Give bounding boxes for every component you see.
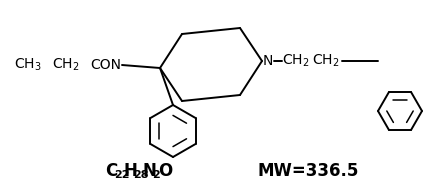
- Text: C: C: [105, 162, 117, 180]
- Text: CH$_3$: CH$_3$: [14, 57, 42, 73]
- Text: CH$_2$: CH$_2$: [52, 57, 79, 73]
- Text: 28: 28: [133, 170, 148, 180]
- Text: 22: 22: [114, 170, 129, 180]
- Text: O: O: [158, 162, 172, 180]
- Text: CH$_2$: CH$_2$: [311, 53, 339, 69]
- Text: N: N: [143, 162, 157, 180]
- Text: CH$_2$: CH$_2$: [281, 53, 309, 69]
- Text: H: H: [124, 162, 138, 180]
- Text: 2: 2: [152, 170, 160, 180]
- Text: CON: CON: [90, 58, 121, 72]
- Text: MW=336.5: MW=336.5: [258, 162, 359, 180]
- Text: N: N: [262, 54, 273, 68]
